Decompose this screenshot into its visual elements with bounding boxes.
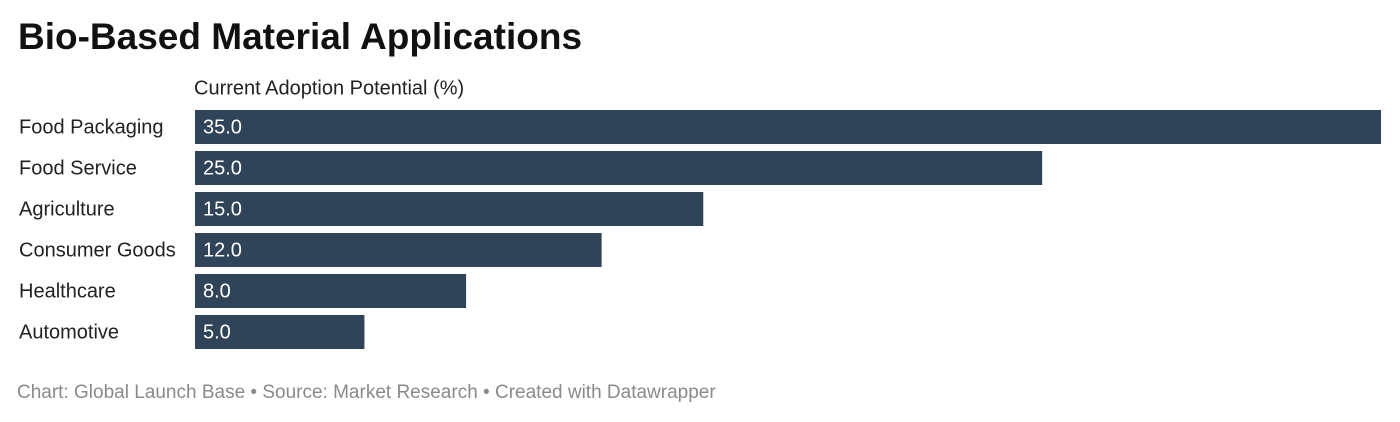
value-label: 5.0	[203, 321, 231, 343]
category-label: Food Packaging	[19, 116, 164, 138]
category-label: Agriculture	[19, 198, 115, 220]
value-label: 25.0	[203, 157, 242, 179]
bar	[195, 315, 365, 349]
category-label: Automotive	[19, 321, 119, 343]
category-label: Consumer Goods	[19, 239, 176, 261]
value-label: 15.0	[203, 198, 242, 220]
bar	[195, 151, 1043, 185]
chart-title: Bio-Based Material Applications	[18, 16, 582, 57]
bar	[195, 192, 704, 226]
bar	[195, 110, 1381, 144]
bar	[195, 233, 602, 267]
footer: Chart: Global Launch Base • Source: Mark…	[17, 382, 716, 403]
bar	[195, 274, 467, 308]
column-header: Current Adoption Potential (%)	[194, 77, 464, 99]
value-label: 35.0	[203, 116, 242, 138]
category-label: Healthcare	[19, 280, 116, 302]
value-label: 12.0	[203, 239, 242, 261]
category-label: Food Service	[19, 157, 137, 179]
value-label: 8.0	[203, 280, 231, 302]
